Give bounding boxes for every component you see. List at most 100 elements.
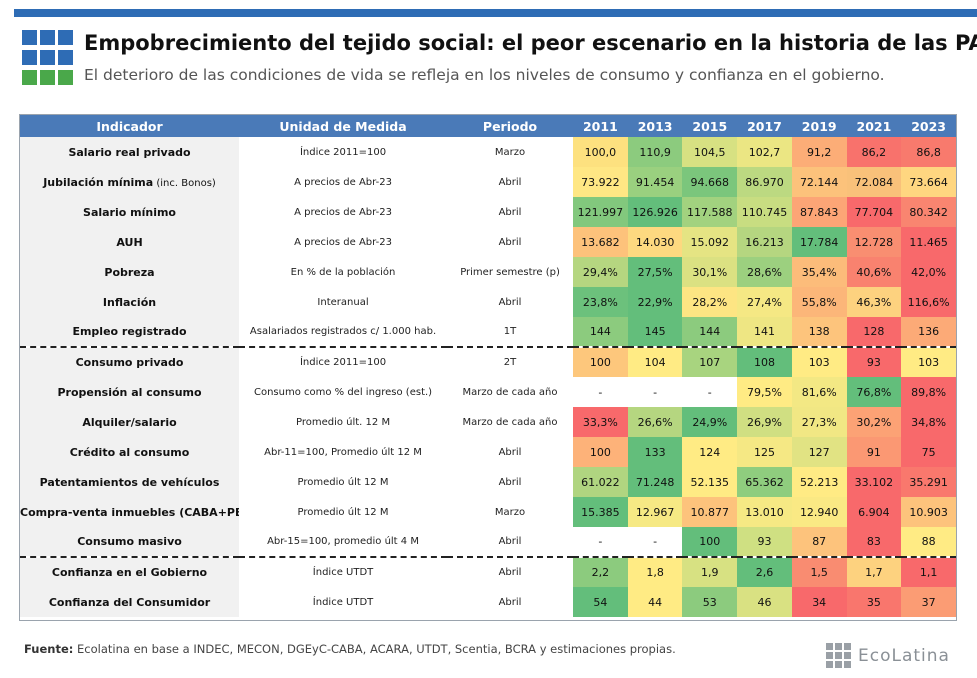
table-row: Propensión al consumo Consumo como % del …	[20, 377, 956, 407]
value-cell: 28,6%	[737, 257, 792, 287]
column-header: Indicador	[20, 115, 240, 137]
value-cell: -	[627, 377, 683, 407]
value-cell: 89,8%	[901, 377, 956, 407]
value-cell: -	[627, 527, 683, 557]
value-cell: 91,2	[791, 137, 847, 167]
value-cell: 42,0%	[901, 257, 956, 287]
value-cell: 35,4%	[791, 257, 847, 287]
value-cell: 110.745	[737, 197, 792, 227]
logo-square	[22, 50, 37, 65]
indicator-label: Consumo masivo	[77, 535, 182, 548]
table-row: Salario mínimo A precios de Abr-23 Abril 12…	[20, 197, 956, 227]
value-cell: 73.922	[573, 167, 628, 197]
table-row: Consumo masivo Abr-15=100, promedio últ 4…	[20, 527, 956, 557]
unit-cell: Índice UTDT	[239, 587, 448, 617]
period-cell: Marzo	[447, 497, 574, 527]
period-cell: Abril	[447, 287, 574, 317]
period-cell: 1T	[447, 317, 574, 347]
logo-grid-icon	[22, 30, 73, 86]
page-title: Empobrecimiento del tejido social: el pe…	[84, 31, 977, 55]
unit-cell: Asalariados registrados c/ 1.000 hab.	[239, 317, 448, 347]
value-cell: 121.997	[573, 197, 628, 227]
logo-square	[58, 70, 73, 85]
table-row: Crédito al consumo Abr-11=100, Promedio ú…	[20, 437, 956, 467]
column-header: 2019	[791, 115, 847, 137]
value-cell: 46	[737, 587, 792, 617]
logo-square	[58, 30, 73, 45]
table-row: Salario real privado Índice 2011=100 Marzo…	[20, 137, 956, 167]
period-cell: Abril	[447, 587, 574, 617]
logo-square	[58, 50, 73, 65]
value-cell: 16.213	[737, 227, 792, 257]
value-cell: 29,4%	[573, 257, 628, 287]
period-cell: Abril	[447, 227, 574, 257]
value-cell: 79,5%	[737, 377, 792, 407]
value-cell: 1,5	[791, 556, 847, 587]
indicator-label: Confianza del Consumidor	[48, 595, 211, 609]
column-header: 2013	[627, 115, 683, 137]
logo-square	[22, 70, 37, 85]
indicator-cell: Compra-venta inmuebles (CABA+PBA)	[20, 497, 240, 527]
unit-cell: Promedio últ 12 M	[239, 467, 448, 497]
period-cell: Marzo	[447, 137, 574, 167]
value-cell: 136	[901, 317, 956, 347]
period-cell: 2T	[447, 346, 574, 377]
column-header: 2015	[682, 115, 738, 137]
value-cell: 35	[846, 587, 902, 617]
value-cell: 27,3%	[791, 407, 847, 437]
value-cell: 107	[682, 346, 738, 377]
logo-square	[40, 70, 55, 85]
indicator-cell: Confianza del Consumidor	[20, 587, 240, 617]
value-cell: 15.092	[682, 227, 738, 257]
value-cell: 27,4%	[737, 287, 792, 317]
value-cell: 100	[573, 437, 628, 467]
value-cell: 12.728	[846, 227, 902, 257]
indicator-label: Jubilación mínima	[43, 175, 154, 189]
value-cell: 133	[627, 437, 683, 467]
value-cell: 11.465	[901, 227, 956, 257]
table-row: Compra-venta inmuebles (CABA+PBA) Promedi…	[20, 497, 956, 527]
value-cell: 44	[627, 587, 683, 617]
value-cell: 125	[737, 437, 792, 467]
indicator-label: Inflación	[102, 295, 157, 309]
unit-cell: A precios de Abr-23	[239, 197, 448, 227]
value-cell: 10.877	[682, 497, 738, 527]
value-cell: -	[573, 377, 628, 407]
unit-cell: Interanual	[239, 287, 448, 317]
indicator-label: Alquiler/salario	[82, 415, 177, 429]
value-cell: 100,0	[573, 137, 628, 167]
unit-cell: A precios de Abr-23	[239, 167, 448, 197]
value-cell: 138	[791, 317, 847, 347]
period-cell: Abril	[447, 437, 574, 467]
unit-cell: Promedio últ 12 M	[239, 497, 448, 527]
value-cell: 108	[737, 346, 792, 377]
value-cell: 73.664	[901, 167, 956, 197]
brand-grid-square	[835, 661, 842, 668]
value-cell: 17.784	[791, 227, 847, 257]
table-row: Inflación Interanual Abril 23,8% 22,9% 28,2% 2…	[20, 287, 956, 317]
grid-logo-icon	[826, 643, 852, 669]
brand-grid-square	[826, 643, 833, 650]
table-row: Confianza del Consumidor Índice UTDT Abril…	[20, 587, 956, 617]
value-cell: 27,5%	[627, 257, 683, 287]
value-cell: 93	[737, 527, 792, 557]
column-header: 2011	[573, 115, 628, 137]
value-cell: 100	[573, 346, 628, 377]
value-cell: 15.385	[573, 497, 628, 527]
indicator-cell: Salario real privado	[20, 137, 240, 167]
value-cell: 53	[682, 587, 738, 617]
value-cell: 54	[573, 587, 628, 617]
value-cell: 37	[901, 587, 956, 617]
indicators-table-container: Indicador Unidad de Medida Periodo 2011 2013…	[19, 114, 957, 621]
value-cell: 144	[682, 317, 738, 347]
column-header: 2023	[901, 115, 956, 137]
table-row: Empleo registrado Asalariados registrados…	[20, 317, 956, 347]
unit-cell: Promedio últ. 12 M	[239, 407, 448, 437]
table-row: Consumo privado Índice 2011=100 2T 100 104 10…	[20, 346, 956, 377]
indicator-cell: Jubilación mínima (inc. Bonos)	[20, 167, 240, 197]
value-cell: 126.926	[627, 197, 683, 227]
value-cell: 144	[573, 317, 628, 347]
value-cell: 34	[791, 587, 847, 617]
period-cell: Primer semestre (p)	[447, 257, 574, 287]
brand-grid-square	[835, 652, 842, 659]
